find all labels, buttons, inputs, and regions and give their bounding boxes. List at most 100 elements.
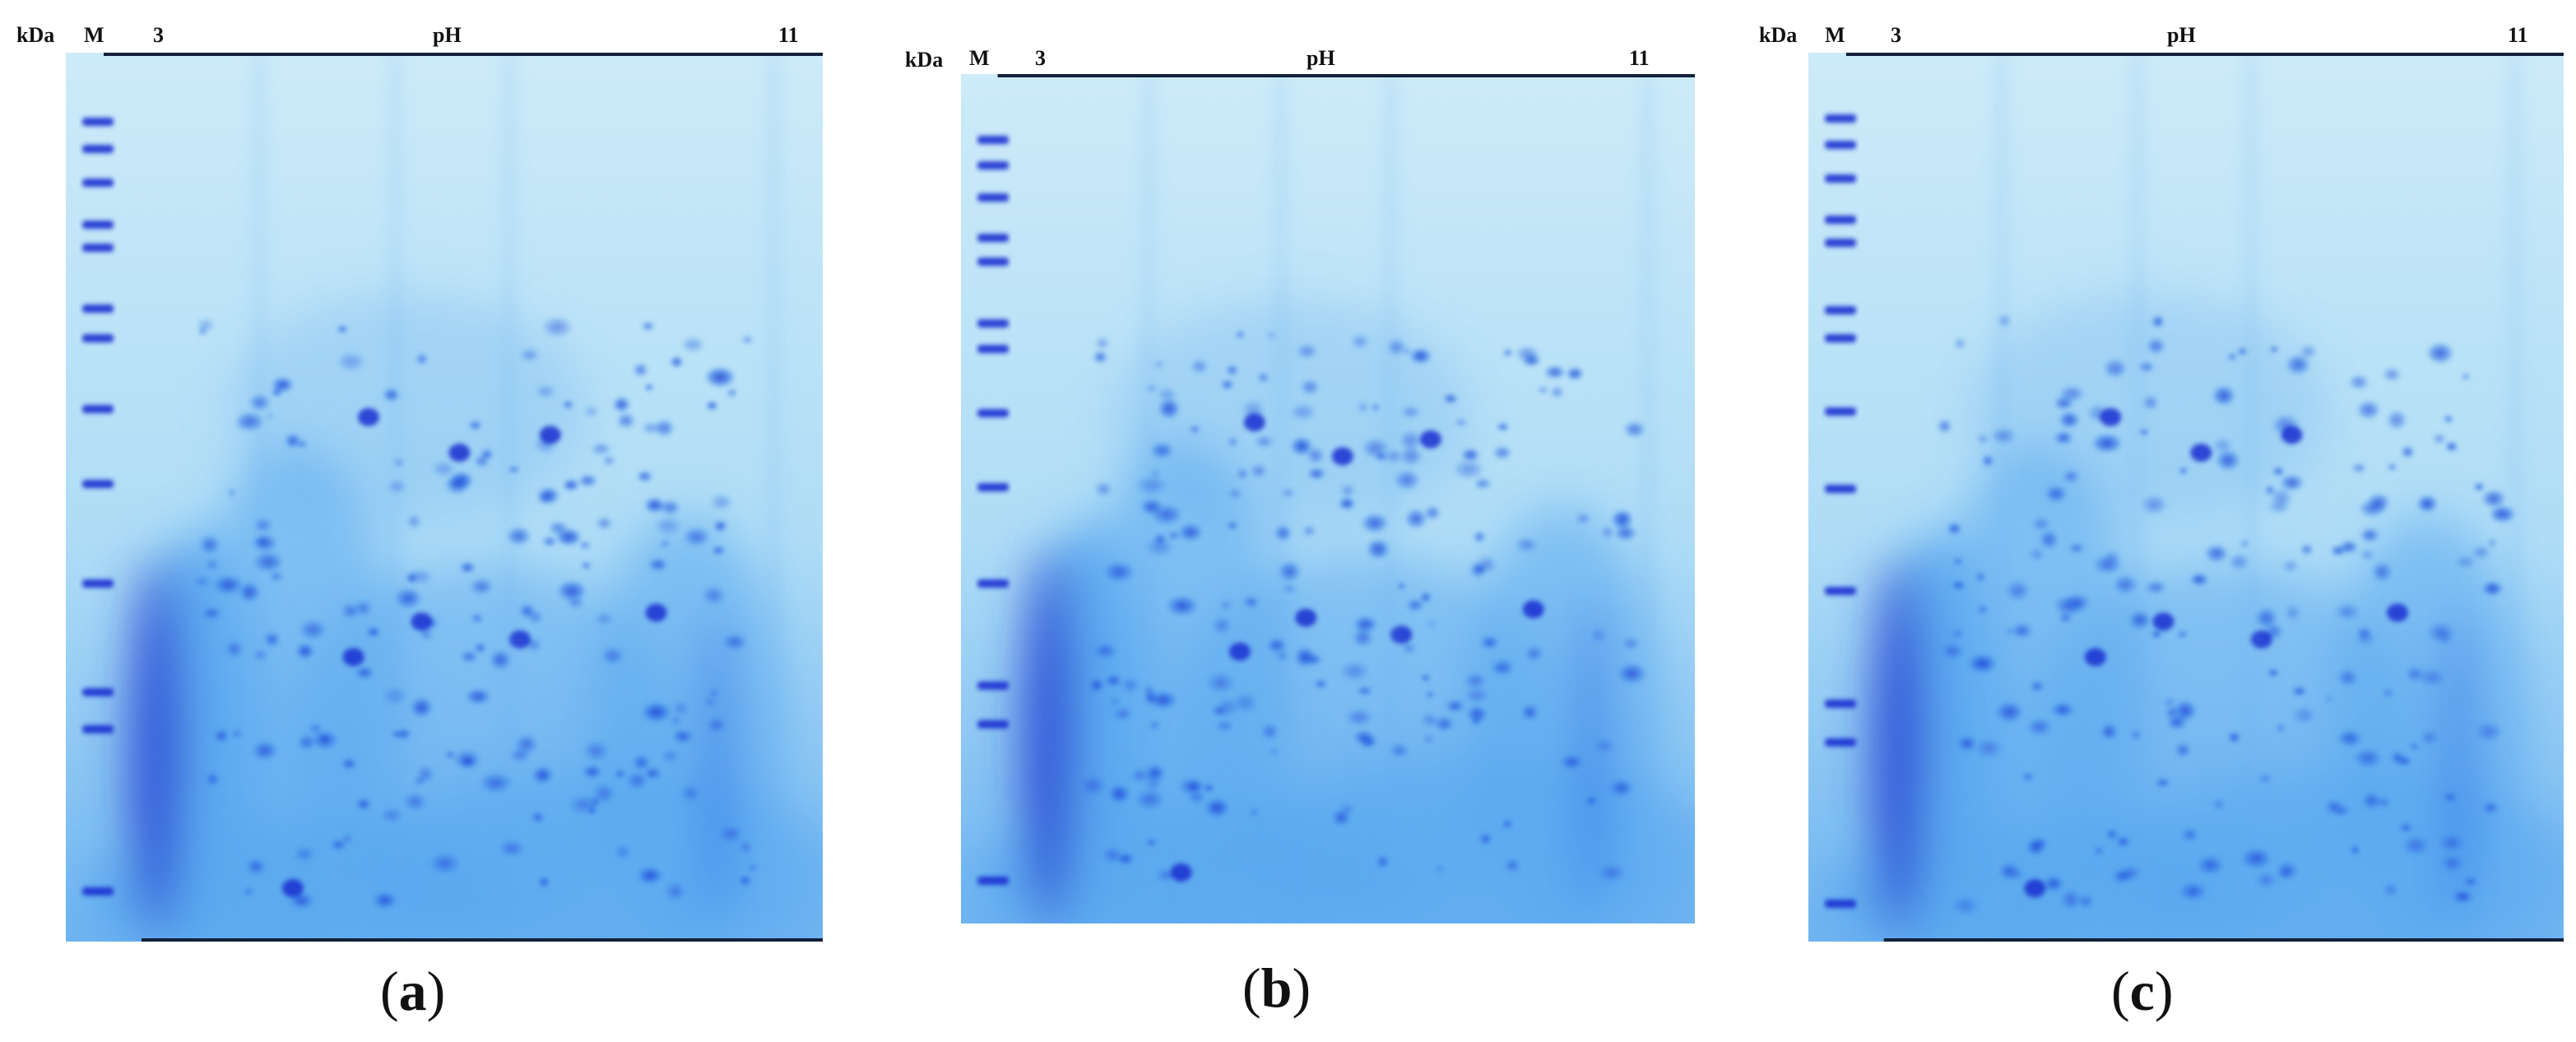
protein-spot [1543, 365, 1566, 379]
marker-band [82, 405, 114, 413]
protein-spot [1294, 647, 1316, 668]
protein-spot [282, 879, 304, 898]
protein-spot [1490, 659, 1515, 677]
protein-spot [2442, 792, 2458, 802]
protein-spot [556, 580, 587, 602]
protein-spot [1466, 705, 1488, 723]
ph-label: pH [2167, 23, 2196, 47]
protein-spot [601, 646, 624, 665]
protein-spot [2452, 890, 2474, 904]
protein-spot [659, 500, 680, 515]
protein-spot [739, 841, 753, 854]
protein-spot [474, 643, 486, 654]
protein-spot [2091, 433, 2123, 454]
protein-spot [1478, 832, 1492, 845]
protein-spot [2462, 877, 2479, 887]
protein-spot [1203, 784, 1214, 793]
protein-spot [453, 749, 482, 770]
protein-spot [1550, 385, 1564, 398]
ph-label: pH [433, 23, 462, 47]
protein-spot [330, 840, 347, 850]
protein-spot [2062, 469, 2080, 484]
protein-spot [2030, 680, 2045, 692]
protein-spot [2103, 358, 2128, 379]
protein-spot [1445, 700, 1465, 713]
protein-spot [1496, 422, 1510, 431]
protein-spot [2139, 428, 2149, 436]
protein-spot [548, 520, 569, 536]
protein-spot [2462, 373, 2470, 381]
marker-band [82, 244, 114, 252]
protein-spot [2387, 463, 2397, 471]
protein-spot [267, 412, 274, 420]
protein-spot [654, 515, 682, 536]
protein-spot [2360, 528, 2380, 543]
gel-diffuse-stain [79, 293, 823, 942]
protein-spot [2077, 894, 2094, 909]
protein-spot [299, 619, 327, 640]
gel-top-edge [104, 53, 823, 56]
protein-spot [419, 627, 434, 641]
protein-spot [1575, 513, 1592, 524]
protein-spot [2383, 882, 2398, 898]
protein-spot [1254, 435, 1274, 449]
protein-spot [583, 406, 599, 417]
protein-spot [1406, 598, 1425, 612]
protein-spot [1121, 677, 1140, 694]
protein-spot [411, 612, 433, 631]
protein-spot [2355, 631, 2377, 646]
protein-spot [1218, 599, 1233, 611]
protein-spot [1227, 522, 1238, 529]
protein-spot [632, 754, 651, 771]
protein-spot [2426, 622, 2455, 644]
protein-spot [1109, 697, 1121, 707]
protein-spot [647, 557, 668, 572]
protein-spot [2058, 411, 2080, 429]
gel-image-a [66, 53, 823, 942]
protein-spot [1289, 403, 1316, 421]
panel-caption-b: (b) [1242, 956, 1311, 1019]
marker-band [1825, 334, 1856, 342]
protein-spot [1225, 365, 1239, 376]
protein-spot [1112, 707, 1133, 721]
protein-spot [1266, 331, 1276, 339]
protein-spot [445, 751, 456, 759]
protein-spot [535, 384, 556, 398]
protein-spot [2005, 579, 2031, 602]
protein-spot [2300, 344, 2317, 359]
protein-spot [1525, 645, 1543, 662]
protein-spot [1421, 673, 1431, 682]
protein-spot [1206, 672, 1236, 694]
gel-streaks [1144, 74, 1652, 923]
protein-spot [1423, 734, 1434, 744]
protein-spot [2054, 396, 2074, 411]
protein-spot [2163, 697, 2177, 707]
marker-ladder [82, 118, 114, 895]
protein-spot [1504, 858, 1520, 873]
protein-spot [1353, 616, 1378, 633]
protein-spot [1357, 402, 1369, 413]
gel-panel-b: kDa M 3 pH 11 200 -150 -120 -100 -85 -70… [897, 0, 1720, 1042]
protein-spot [341, 835, 353, 843]
protein-spot [616, 412, 636, 429]
gel-image-c [1808, 53, 2564, 942]
protein-spot [2481, 581, 2504, 597]
protein-spot [225, 640, 244, 658]
protein-spot [465, 688, 491, 705]
protein-spot [2212, 384, 2236, 407]
protein-spot [637, 867, 663, 885]
protein-spot [1257, 372, 1270, 384]
gel-panel-c: kDa M 3 pH 11 200 -150 -120 -100 -85 -70… [1744, 0, 2576, 1042]
protein-spot [2473, 482, 2485, 491]
protein-spot [1427, 620, 1437, 627]
protein-spot [1522, 600, 1544, 619]
protein-spot [664, 882, 687, 902]
protein-spot [726, 388, 738, 398]
gel-panel-a: kDa M 3 pH 11 200 -150 -120 -100 -85 -70… [0, 0, 856, 1042]
protein-spot [2383, 367, 2402, 382]
marker-band [977, 234, 1009, 242]
protein-spot [1967, 654, 1998, 674]
protein-spot [1538, 386, 1548, 394]
protein-spot [410, 696, 433, 719]
protein-spot [1566, 367, 1584, 380]
